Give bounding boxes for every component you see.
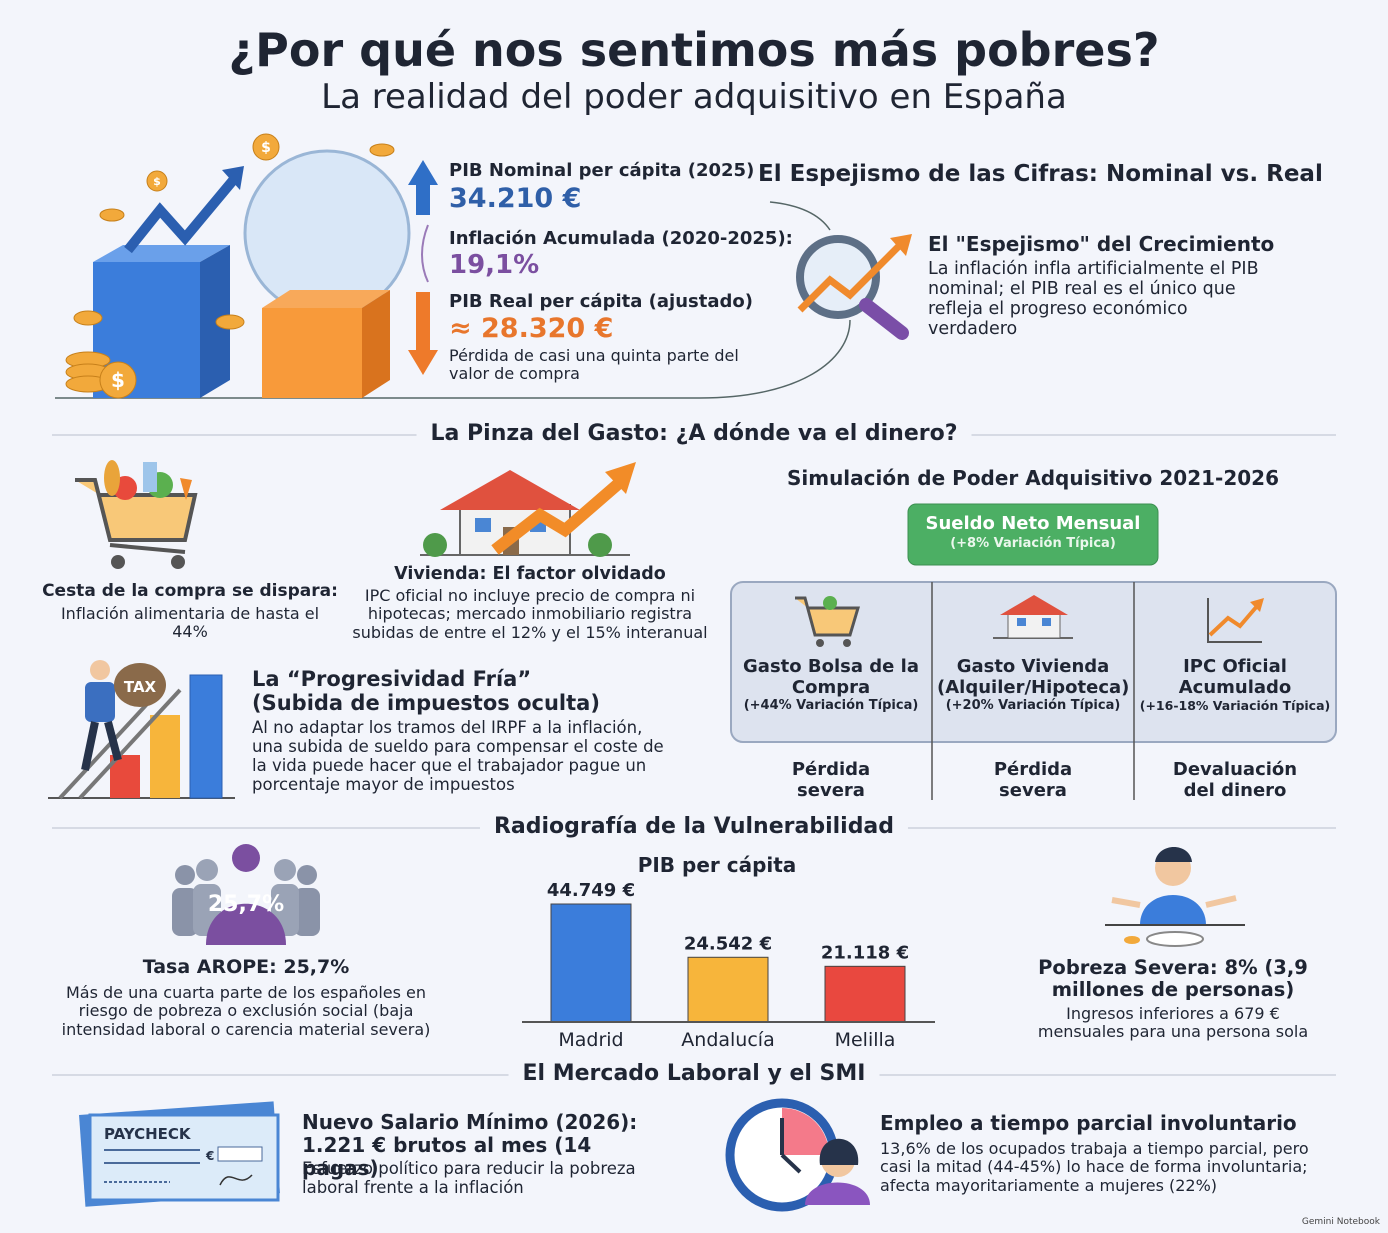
trend <box>797 237 908 313</box>
subtitle: La realidad del poder adquisitivo en Esp… <box>321 77 1067 117</box>
stat-value: ≈ 28.320 € <box>449 313 614 344</box>
mirage-title: El "Espejismo" del Crecimiento <box>928 232 1275 256</box>
mini-house <box>993 595 1073 639</box>
column-note: (+20% Variación Típica) <box>945 698 1121 713</box>
tax-label: TAX <box>124 678 157 696</box>
value-label: 44.749 € <box>547 880 635 901</box>
arrow-head <box>890 234 912 256</box>
mini-chart <box>1207 598 1264 643</box>
box-side <box>362 290 390 398</box>
footer: Gemini Notebook <box>1301 1217 1380 1227</box>
arope-badge: 25,7% <box>207 892 285 917</box>
magnifier-handle <box>859 298 909 340</box>
arope-text: Más de una cuarta parte de los españoles… <box>61 983 431 1039</box>
category-label: Madrid <box>558 1029 623 1051</box>
bar <box>824 965 906 1023</box>
parttime-text: 13,6% de los ocupados trabaja a tiempo p… <box>880 1139 1309 1195</box>
value-label: 24.542 € <box>684 933 772 954</box>
salary-label: Sueldo Neto Mensual <box>925 513 1141 534</box>
column-result: Pérdida severa <box>791 759 871 801</box>
person-icon <box>1105 847 1245 947</box>
column-result: Pérdida severa <box>993 759 1073 801</box>
magnifier <box>796 235 880 319</box>
up-arrow <box>408 160 438 215</box>
salary-note: (+8% Variación Típica) <box>950 536 1116 551</box>
down-arrow <box>408 292 438 375</box>
people-icon <box>172 844 320 945</box>
coin-symbol: $ <box>153 175 161 188</box>
stat-value: 34.210 € <box>449 183 582 214</box>
progressivity-subtitle: (Subida de impuestos oculta) <box>252 691 600 715</box>
curve <box>55 319 851 399</box>
coin-symbol: $ <box>111 368 125 392</box>
basket-text: Inflación alimentaria de hasta el 44% <box>60 604 320 642</box>
basket-icon <box>75 460 198 569</box>
progressivity-title: La “Progresividad Fría” <box>252 667 532 691</box>
stat-value: 19,1% <box>449 250 540 280</box>
smi-text: Esfuerzo político para reducir la pobrez… <box>302 1159 636 1197</box>
bar <box>550 903 632 1023</box>
arope-title: Tasa AROPE: 25,7% <box>142 956 350 978</box>
box-top <box>262 290 390 308</box>
chart-title: PIB per cápita <box>638 853 797 877</box>
box <box>262 308 362 398</box>
bar <box>687 956 769 1023</box>
section-heading: El Mercado Laboral y el SMI <box>508 1061 880 1087</box>
paycheck-label: PAYCHECK <box>104 1125 192 1143</box>
clock-icon <box>725 1098 870 1212</box>
title: ¿Por qué nos sentimos más pobres? <box>228 23 1160 77</box>
coin-symbol: $ <box>261 140 271 156</box>
parttime-title: Empleo a tiempo parcial involuntario <box>880 1111 1297 1135</box>
section-heading: Radiografía de la Vulnerabilidad <box>479 814 909 840</box>
curve <box>769 201 831 231</box>
column-label: Gasto Vivienda (Alquiler/Hipoteca) <box>937 656 1130 698</box>
link <box>421 224 429 283</box>
column-note: (+44% Variación Típica) <box>743 698 919 713</box>
column-label: IPC Oficial Acumulado <box>1178 656 1292 698</box>
basket-title: Cesta de la compra se dispara: <box>42 581 338 601</box>
section-heading: El Espejismo de las Cifras: Nominal vs. … <box>758 161 1323 187</box>
column-result: Devaluación del dinero <box>1172 759 1298 801</box>
category-label: Andalucía <box>681 1029 774 1051</box>
column-note: (+16-18% Variación Típica) <box>1139 698 1331 713</box>
stat-label: PIB Real per cápita (ajustado) <box>449 291 753 312</box>
poverty-title: Pobreza Severa: 8% (3,9 millones de pers… <box>1038 956 1308 1002</box>
housing-text: IPC oficial no incluye precio de compra … <box>352 586 708 642</box>
section-heading: La Pinza del Gasto: ¿A dónde va el diner… <box>416 421 972 447</box>
value-label: 21.118 € <box>821 942 909 963</box>
coins <box>65 133 395 399</box>
house-icon <box>420 462 636 557</box>
tax-icon <box>48 660 235 800</box>
box-side <box>200 245 230 398</box>
mirage-text: La inflación infla artificialmente el PI… <box>928 259 1259 340</box>
arrow-head <box>222 166 244 190</box>
stat-label: Inflación Acumulada (2020-2025): <box>449 228 793 249</box>
poverty-text: Ingresos inferiores a 679 € mensuales pa… <box>1037 1004 1309 1042</box>
salary-box <box>907 503 1159 566</box>
category-label: Melilla <box>835 1029 896 1051</box>
stat-note: Pérdida de casi una quinta parte del val… <box>449 346 739 384</box>
housing-title: Vivienda: El factor olvidado <box>394 564 666 584</box>
column-label: Gasto Bolsa de la Compra <box>743 656 919 698</box>
mini-basket <box>795 596 861 647</box>
simulation-panel <box>730 581 1337 743</box>
stat-label: PIB Nominal per cápita (2025) <box>449 160 755 181</box>
smi-title: Nuevo Salario Mínimo (2026): 1.221 € bru… <box>302 1110 638 1180</box>
trend-arrow <box>124 174 239 254</box>
progressivity-text: Al no adaptar los tramos del IRPF a la i… <box>252 718 664 794</box>
simulation-title: Simulación de Poder Adquisitivo 2021-202… <box>786 466 1280 490</box>
currency-symbol: € <box>205 1149 214 1163</box>
paycheck-icon <box>79 1101 280 1207</box>
